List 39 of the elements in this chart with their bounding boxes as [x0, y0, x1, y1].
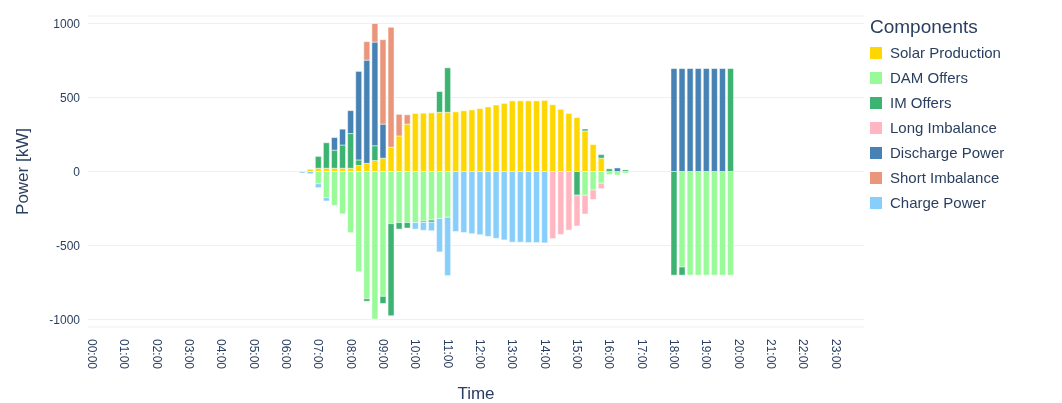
y-tick-label: 1000	[53, 16, 81, 31]
x-tick-label: 04:00	[214, 339, 229, 370]
legend-label: Discharge Power	[890, 144, 1005, 161]
legend-label: Short Imbalance	[890, 169, 1000, 186]
x-tick-label: 23:00	[828, 339, 843, 370]
x-tick-label: 20:00	[731, 339, 746, 370]
x-tick-label: 01:00	[117, 339, 132, 370]
x-tick-label: 02:00	[149, 339, 164, 370]
x-tick-label: 05:00	[246, 339, 261, 370]
x-tick-label: 10:00	[408, 339, 423, 370]
legend-title: Components	[870, 16, 979, 38]
y-tick-label: -1000	[49, 312, 81, 327]
legend-label: DAM Offers	[890, 69, 969, 86]
x-axis-title: Time	[457, 384, 495, 403]
x-tick-label: 15:00	[569, 339, 584, 370]
y-axis-title: Power [kW]	[13, 128, 33, 215]
x-tick-label: 08:00	[343, 339, 358, 370]
x-tick-label: 19:00	[699, 339, 714, 370]
x-tick-label: 03:00	[181, 339, 196, 370]
y-tick-label: -500	[55, 238, 81, 253]
x-tick-label: 12:00	[472, 339, 487, 370]
y-tick-label: 0	[73, 164, 81, 179]
x-tick-label: 07:00	[311, 339, 326, 370]
x-tick-label: 18:00	[666, 339, 681, 370]
legend-label: IM Offers	[890, 94, 952, 111]
y-tick-label: 500	[59, 90, 81, 105]
x-tick-label: 16:00	[602, 339, 617, 370]
x-tick-label: 21:00	[763, 339, 778, 370]
legend-label: Long Imbalance	[890, 119, 997, 136]
legend-label: Solar Production	[890, 44, 1001, 61]
x-tick-label: 00:00	[84, 339, 99, 370]
x-tick-label: 17:00	[634, 339, 649, 370]
x-tick-label: 09:00	[375, 339, 390, 370]
x-tick-label: 14:00	[537, 339, 552, 370]
x-tick-label: 06:00	[278, 339, 293, 370]
legend-label: Charge Power	[890, 194, 986, 211]
x-tick-label: 13:00	[505, 339, 520, 370]
x-tick-label: 11:00	[440, 339, 455, 369]
x-tick-label: 22:00	[796, 339, 811, 370]
